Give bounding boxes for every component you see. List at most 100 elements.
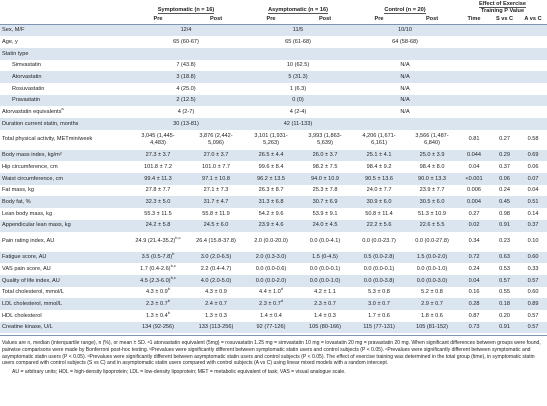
cell-text: 4,206 (1,671-6,161) xyxy=(362,133,396,146)
cell-text: 3,566 (1,487-6,840) xyxy=(415,133,449,146)
cell: 0.27 xyxy=(458,208,490,220)
cell: 4 (25.0) xyxy=(128,83,244,95)
row-label: Waist circumference, cm xyxy=(0,173,128,185)
cell-text: 90.5 ± 13.6 xyxy=(365,175,393,182)
table-row: Creatine kinase, U/L 134 (92-256) 133 (113… xyxy=(0,321,547,334)
cell-text: 4 (2-7) xyxy=(177,108,195,115)
cell-text: 0.91 xyxy=(499,324,510,331)
cell: 0.0 (0.0-0.1) xyxy=(298,263,352,275)
cell-text: HDL cholesterol xyxy=(2,312,42,319)
cell-text: 134 (92-256) xyxy=(141,324,175,331)
row-label: Atorvastatin equivalentsa xyxy=(0,106,128,118)
cell-text: 4.3 ± 0.9 xyxy=(205,289,227,296)
cell-text: 0.0 (0.0-4.1) xyxy=(309,238,341,245)
cell-text: 54.2 ± 9.6 xyxy=(258,210,284,217)
row-label: Rosuvastatin xyxy=(0,83,128,95)
cell-text: N/A xyxy=(400,85,410,92)
cell-text: VAS pain score, AU xyxy=(2,265,51,272)
cell-text: Atorvastatin xyxy=(12,73,42,80)
cell-text: 10 (62.5) xyxy=(286,62,310,69)
row-label: HDL cholesterol xyxy=(0,310,128,322)
cell-text: 0.55 xyxy=(499,289,510,296)
cell: 51.3 ± 10.9 xyxy=(406,208,458,220)
cell-text: 0.57 xyxy=(499,277,510,284)
cell: 30.7 ± 6.9 xyxy=(298,196,352,208)
cell: 0.24 xyxy=(458,263,490,275)
cell: 5.2 ± 0.8 xyxy=(406,287,458,299)
footnote: Values are n, median (interquartile rang… xyxy=(2,340,541,367)
table-row: Quality of life index, AU 4.5 (2.3-6.0)b,… xyxy=(0,274,547,287)
cell: 0.06 xyxy=(490,173,519,185)
cell-text: 30 (13-81) xyxy=(173,120,199,127)
cell: 0.37 xyxy=(519,220,547,232)
row-label: Pain rating index, AU xyxy=(0,232,128,252)
cell-text: N/A xyxy=(400,97,410,104)
table-row: Waist circumference, cm 99.4 ± 11.3 97.1 ±… xyxy=(0,173,547,185)
cell-text: 0.73 xyxy=(468,324,480,331)
cell: 115 (77-131) xyxy=(352,322,406,334)
table-row: Rosuvastatin 4 (25.0) 1 (6.3) N/A xyxy=(0,83,547,95)
sub-header: Post xyxy=(188,14,245,25)
cell-text: 99.4 ± 11.3 xyxy=(144,175,172,182)
cell: 25.1 ± 4.1 xyxy=(352,150,406,162)
cell: 1.4 ± 0.4 xyxy=(244,310,298,322)
cell: 10/10 xyxy=(352,25,458,37)
cell: 3 (18.8) xyxy=(128,71,244,83)
sub-header: Post xyxy=(298,14,353,25)
cell: 98.2 ± 7.5 xyxy=(298,161,352,173)
cell-text: Statin type xyxy=(2,50,29,57)
cell-text: 51.3 ± 10.9 xyxy=(418,210,446,217)
cell-text: 2.4 ± 0.7 xyxy=(205,300,227,307)
cell: 0.10 xyxy=(519,232,547,252)
cell: 0.0 (0.0-4.1) xyxy=(298,232,352,252)
cell-text: 0.0 (0.0-0.1) xyxy=(363,265,395,272)
table: Symptomatic (n = 16) Asymptomatic (n = 1… xyxy=(0,1,547,334)
cell-text: LDL cholesterol, mmol/L xyxy=(2,300,63,307)
cell: 0.18 xyxy=(490,298,519,310)
cell-text: 3,876 (2,442-5,096) xyxy=(199,133,233,146)
cell-text: 0.04 xyxy=(468,277,480,284)
cell: 0.73 xyxy=(458,322,490,334)
cell: 0.87 xyxy=(458,310,490,322)
cell: 0.23 xyxy=(490,232,519,252)
cell-text: Atorvastatin equivalents xyxy=(2,108,62,115)
cell-text: 3 (18.8) xyxy=(176,73,196,80)
table-row: Atorvastatin 3 (18.8) 5 (31.3) N/A xyxy=(0,71,547,83)
cell-text: 90.0 ± 13.3 xyxy=(418,175,446,182)
row-label: Hip circumference, cm xyxy=(0,161,128,173)
cell-text: 0.57 xyxy=(527,324,539,331)
cell-text: 0.89 xyxy=(527,300,539,307)
cell: 31.3 ± 6.8 xyxy=(244,196,298,208)
blank xyxy=(0,14,128,25)
cell-text: Pain rating index, AU xyxy=(2,238,55,245)
table-row: Body fat, % 32.3 ± 5.0 31.7 ± 4.7 31.3 ± 6.… xyxy=(0,196,547,209)
cell-text: Pravastatin xyxy=(12,97,40,104)
cell-text: 5.2 ± 0.8 xyxy=(421,289,443,296)
cell-text: 99.6 ± 8.4 xyxy=(258,164,284,171)
cell: 27.8 ± 7.7 xyxy=(128,185,188,197)
cell xyxy=(458,71,547,83)
cell: N/A xyxy=(352,60,458,72)
cell-text: 23.9 ± 7.7 xyxy=(419,187,445,194)
cell-text: 98.4 ± 8.0 xyxy=(419,164,445,171)
cell-text: 98.4 ± 9.2 xyxy=(366,164,392,171)
cell: 90.5 ± 13.6 xyxy=(352,173,406,185)
table-row: Body mass index, kg/m² 27.3 ± 3.7 27.0 ± 3… xyxy=(0,149,547,162)
cell-text: 3,993 (1,863-5,639) xyxy=(308,133,342,146)
cell: 3,566 (1,487-6,840) xyxy=(406,130,458,150)
cell: 0.60 xyxy=(519,287,547,299)
superscript: b,c xyxy=(170,263,176,268)
cell-text: 3,045 (1,445-4,483) xyxy=(141,133,175,146)
cell: 0.51 xyxy=(519,196,547,208)
cell: 101.8 ± 7.2 xyxy=(128,161,188,173)
cell: 4.3 ± 0.9b xyxy=(128,287,188,299)
cell: 2.4 ± 0.7 xyxy=(188,298,244,310)
table-row: Fatigue score, AU 3.5 (0.5-7.8)b 3.0 (2.0-… xyxy=(0,251,547,264)
cell: 1.3 ± 0.3 xyxy=(188,310,244,322)
cell-text: Fatigue score, AU xyxy=(2,254,47,261)
cell-text: 0.27 xyxy=(499,136,510,143)
cell-text: Appendicular lean mass, kg xyxy=(2,222,71,229)
table-row: HDL cholesterol 1.3 ± 0.4b 1.3 ± 0.3 1.4 ± … xyxy=(0,310,547,322)
cell-text: 26.4 (15.8-37.8) xyxy=(196,238,236,245)
